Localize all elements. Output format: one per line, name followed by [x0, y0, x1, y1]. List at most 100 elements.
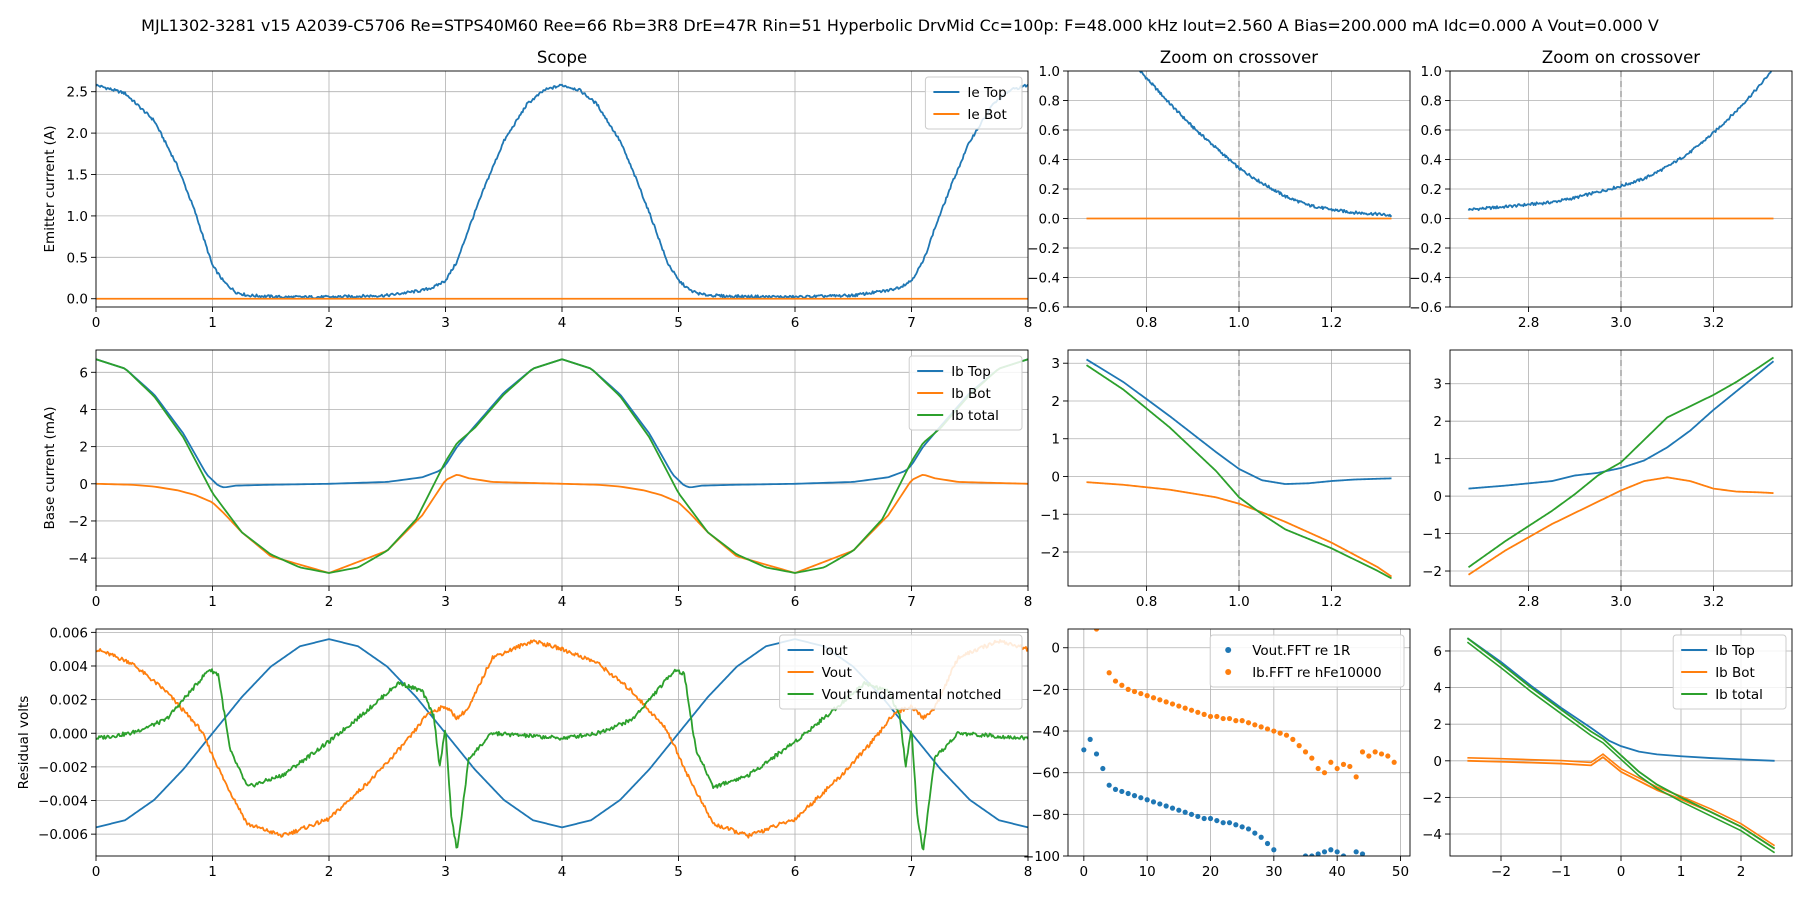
y-tick-label: 0.2	[1039, 182, 1060, 198]
data-point	[1366, 753, 1372, 759]
data-point	[1081, 747, 1087, 753]
data-point	[1233, 822, 1239, 828]
data-point	[1182, 705, 1188, 711]
data-point	[1106, 670, 1112, 676]
y-tick-label: 0.0	[67, 292, 88, 308]
series-ib-total	[96, 358, 1028, 574]
plot-area	[96, 83, 1028, 300]
y-tick-label: 0.002	[49, 693, 88, 709]
series-ib-total	[1467, 356, 1775, 569]
data-point	[1100, 765, 1106, 772]
y-tick-label: 0.0	[1039, 212, 1060, 228]
x-tick-label: 4	[558, 864, 567, 880]
legend-entry: Ib Top	[1715, 643, 1755, 659]
subplot-title: Zoom on crossover	[1160, 48, 1318, 67]
y-tick-label: −1	[1040, 507, 1060, 523]
series-ib-total	[1466, 637, 1776, 850]
y-tick-label: 1	[1433, 452, 1442, 468]
data-point	[1201, 815, 1207, 822]
series-ib-top	[1466, 637, 1775, 762]
data-point	[1138, 795, 1144, 801]
data-point	[1328, 847, 1334, 853]
y-tick-label: 0	[1051, 469, 1060, 485]
data-point	[1214, 817, 1220, 824]
legend-entry: Vout	[822, 665, 852, 681]
y-tick-label: 0	[1051, 641, 1060, 657]
data-point	[1087, 736, 1093, 742]
subplot-p22: −2 −1 0 1 2 −4 −2 0 2 4 6 Ib Top Ib Bot Ib total	[1422, 628, 1793, 880]
data-point	[1309, 755, 1315, 761]
legend: Iout Vout Vout fundamental notched	[779, 634, 1023, 710]
y-tick-label: 4	[79, 402, 88, 418]
data-point	[1188, 811, 1195, 817]
plot-area	[1081, 629, 1397, 856]
y-tick-label: 6	[1433, 644, 1442, 660]
y-tick-label: −0.4	[1027, 271, 1060, 287]
series-ib-fft-re-hfe10000	[1093, 629, 1397, 780]
y-tick-label: −2	[68, 514, 88, 530]
data-point	[1093, 629, 1100, 632]
x-tick-label: 0	[1617, 864, 1626, 880]
x-tick-label: 1.2	[1321, 315, 1342, 331]
data-point	[1391, 759, 1397, 765]
plot-area	[1467, 71, 1774, 220]
data-point	[1334, 849, 1340, 855]
x-tick-label: 3.2	[1703, 594, 1724, 610]
subplot-grid: 0 1 2 3 4 5 6 7 8 0.0 0.5 1.0 1.5 2.0 2.5 Scope Emitter …	[16, 48, 1793, 880]
x-tick-label: 1	[1677, 864, 1686, 880]
y-tick-label: −0.004	[38, 794, 88, 810]
data-point	[1150, 799, 1157, 805]
y-tick-label: −4	[68, 551, 88, 567]
data-point	[1144, 797, 1150, 803]
data-point	[1220, 820, 1226, 826]
y-tick-label: −4	[1422, 827, 1442, 843]
plot-area	[96, 358, 1028, 574]
y-tick-label: 0.006	[49, 625, 88, 641]
legend-entry: Ie Top	[967, 85, 1006, 101]
y-tick-label: −40	[1032, 724, 1061, 740]
plot-area	[1466, 637, 1776, 854]
x-tick-label: 3	[441, 594, 450, 610]
series-ie-top	[1467, 71, 1773, 212]
data-point	[1093, 751, 1100, 757]
data-point	[1309, 853, 1315, 856]
data-point	[1283, 732, 1290, 738]
x-tick-label: 1	[208, 315, 217, 331]
y-axis-label: Emitter current (A)	[42, 126, 58, 253]
data-point	[1150, 695, 1157, 701]
data-point	[1157, 697, 1163, 703]
series-ie-top	[1138, 71, 1393, 218]
data-point	[1277, 730, 1283, 736]
legend-entry: Ib Bot	[951, 386, 991, 402]
x-tick-label: 30	[1265, 864, 1282, 880]
y-tick-label: 0.4	[1039, 153, 1060, 169]
data-point	[1378, 751, 1385, 757]
x-tick-label: 7	[907, 594, 916, 610]
x-tick-label: 1.0	[1228, 315, 1249, 331]
y-tick-label: 2	[79, 440, 88, 456]
x-tick-label: 3.2	[1703, 315, 1724, 331]
x-tick-label: 40	[1329, 864, 1346, 880]
x-tick-label: 0.8	[1136, 315, 1157, 331]
series-ib-top	[1468, 360, 1775, 490]
series-ib-bot	[1467, 476, 1774, 576]
x-tick-label: 2	[1737, 864, 1746, 880]
y-tick-label: 0.8	[1421, 94, 1442, 110]
legend-entry: Ib total	[951, 408, 999, 424]
y-tick-label: 0.8	[1039, 94, 1060, 110]
data-point	[1131, 793, 1138, 799]
y-tick-label: 2.5	[67, 85, 88, 101]
data-point	[1245, 720, 1252, 726]
x-tick-label: 3.0	[1610, 315, 1631, 331]
data-point	[1119, 788, 1125, 795]
data-point	[1125, 686, 1131, 692]
data-point	[1239, 718, 1245, 724]
x-tick-label: −2	[1491, 864, 1511, 880]
legend-box	[1209, 634, 1405, 688]
data-point	[1125, 790, 1131, 797]
y-tick-label: 1.0	[67, 209, 88, 225]
data-point	[1340, 761, 1347, 767]
figure-suptitle: MJL1302-3281 v15 A2039-C5706 Re=STPS40M6…	[141, 16, 1659, 35]
data-point	[1340, 853, 1347, 856]
